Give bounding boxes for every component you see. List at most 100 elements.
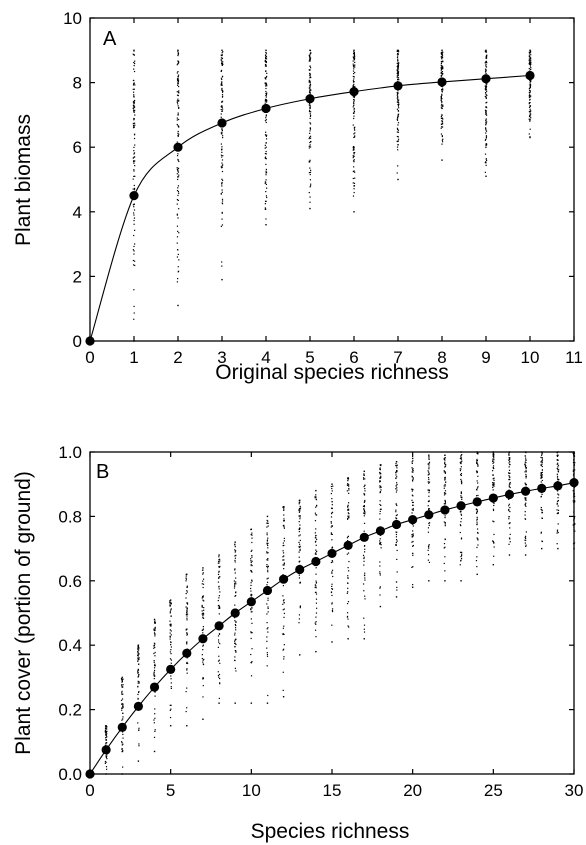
sample-dot [460, 495, 462, 497]
sample-dot [154, 663, 156, 665]
sample-dot [411, 479, 414, 481]
sample-dot [235, 621, 237, 623]
sample-dot [363, 560, 365, 562]
sample-dot [133, 305, 135, 308]
sample-dot [574, 462, 576, 464]
sample-dot [348, 570, 350, 572]
sample-dot [176, 155, 179, 157]
sample-dot [185, 575, 187, 577]
mean-point [472, 497, 482, 507]
sample-dot [353, 96, 355, 99]
sample-dot [134, 60, 136, 62]
sample-dot [282, 649, 284, 651]
sample-dot [428, 524, 430, 526]
sample-dot [443, 521, 445, 523]
sample-dot [428, 468, 430, 470]
sample-dot [310, 52, 312, 54]
sample-dot [299, 508, 301, 510]
sample-dot [412, 540, 414, 543]
sample-dot [492, 540, 494, 543]
sample-dot [308, 147, 310, 149]
sample-dot [557, 512, 559, 515]
sample-dot [315, 621, 317, 623]
sample-dot [443, 503, 445, 505]
sample-dot [493, 482, 495, 484]
sample-dot [177, 135, 179, 137]
sample-dot [221, 105, 223, 107]
sample-dot [352, 63, 354, 65]
sample-dot [266, 559, 268, 561]
sample-dot [528, 91, 530, 94]
sample-dot [440, 53, 442, 55]
sample-dot [282, 632, 284, 635]
sample-dot [364, 513, 366, 515]
sample-dot [234, 549, 236, 551]
sample-dot [411, 536, 413, 538]
sample-dot [220, 89, 223, 91]
sample-dot [234, 632, 236, 634]
sample-dot [331, 594, 333, 597]
sample-dot [250, 618, 252, 620]
sample-dot [169, 704, 171, 706]
sample-dot [396, 489, 398, 491]
sample-dot [264, 82, 266, 84]
sample-dot [528, 103, 530, 105]
sample-dot [395, 517, 398, 520]
sample-dot [427, 546, 430, 548]
sample-dot [353, 185, 355, 187]
sample-dot [154, 626, 156, 628]
sample-dot [177, 158, 179, 161]
sample-dot [364, 511, 366, 513]
sample-dot [396, 56, 399, 59]
sample-dot [330, 526, 332, 528]
sample-dot [412, 566, 414, 568]
sample-dot [330, 522, 332, 524]
sample-dot [397, 114, 399, 117]
sample-dot [379, 605, 382, 608]
sample-dot [347, 483, 349, 485]
sample-dot [354, 129, 356, 131]
sample-dot [153, 628, 155, 630]
sample-dot [485, 135, 488, 137]
sample-dot [134, 229, 136, 231]
sample-dot [540, 477, 542, 479]
sample-dot [310, 169, 312, 171]
sample-dot [133, 156, 135, 158]
sample-dot [484, 71, 487, 73]
mean-point [488, 493, 498, 503]
sample-dot [477, 539, 479, 541]
mean-point [129, 191, 139, 201]
sample-dot [541, 461, 543, 464]
sample-dot [508, 498, 510, 500]
sample-dot [475, 560, 478, 562]
sample-dot [459, 551, 462, 553]
sample-dot [202, 629, 204, 631]
sample-dot [177, 98, 179, 100]
sample-dot [411, 461, 413, 463]
sample-dot [460, 580, 462, 582]
sample-dot [541, 512, 543, 514]
sample-dot [122, 703, 124, 705]
sample-dot [315, 616, 317, 618]
sample-dot [234, 585, 236, 587]
sample-dot [541, 476, 543, 478]
sample-dot [346, 553, 348, 555]
sample-dot [177, 199, 179, 202]
sample-dot [524, 483, 527, 485]
sample-dot [170, 687, 172, 690]
sample-dot [528, 89, 531, 91]
sample-dot [485, 145, 487, 147]
sample-dot [529, 98, 531, 100]
sample-dot [202, 569, 204, 571]
sample-dot [485, 97, 487, 100]
sample-dot [508, 543, 510, 545]
sample-dot [331, 525, 333, 527]
sample-dot [397, 93, 399, 95]
sample-dot [178, 126, 180, 128]
sample-dot [353, 56, 355, 58]
sample-dot [234, 659, 236, 661]
sample-dot [222, 90, 224, 92]
sample-dot [396, 483, 398, 486]
panel-b-y-axis-title: Plant cover (portion of ground) [12, 471, 35, 755]
